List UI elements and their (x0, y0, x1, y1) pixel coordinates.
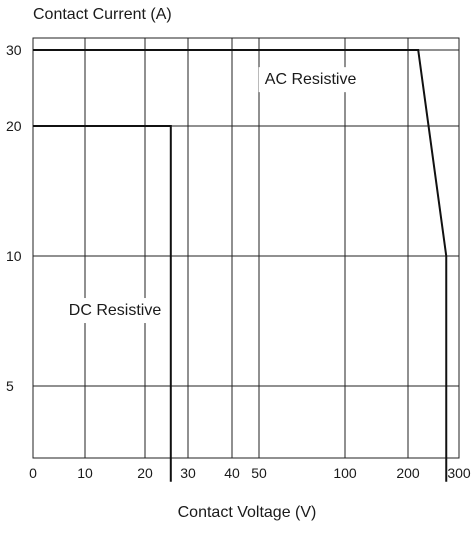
y-tick-label: 5 (6, 378, 14, 394)
x-tick-label: 0 (29, 465, 37, 481)
x-tick-label: 40 (224, 465, 240, 481)
grid (33, 38, 459, 458)
y-tick-label: 20 (6, 118, 22, 134)
series-line-dc-resistive (33, 125, 172, 482)
x-tick-label: 10 (77, 465, 93, 481)
y-tick-label: 30 (6, 42, 22, 58)
x-tick-label: 300 (447, 465, 471, 481)
annotation-background (62, 298, 168, 324)
tick-labels: 0 10 20 30 40 50 100 200 300 5 10 20 30 (6, 42, 471, 481)
annotation-ac-resistive: AC Resistive (258, 67, 363, 93)
x-tick-label: 100 (333, 465, 357, 481)
annotation-background (258, 67, 363, 93)
annotation-dc-resistive: DC Resistive (62, 298, 168, 324)
series-line-ac-resistive (33, 48, 448, 482)
series-layer (33, 48, 448, 482)
plot-frame (32, 37, 460, 459)
x-tick-label: 20 (137, 465, 153, 481)
x-axis-title: Contact Voltage (V) (178, 504, 317, 521)
annotation-layer: AC Resistive DC Resistive (62, 67, 363, 324)
y-axis-title: Contact Current (A) (33, 6, 172, 23)
x-tick-label: 30 (180, 465, 196, 481)
annotation-label: AC Resistive (265, 71, 357, 88)
x-tick-label: 200 (396, 465, 420, 481)
x-tick-label: 50 (251, 465, 267, 481)
annotation-label: DC Resistive (69, 302, 162, 319)
y-tick-label: 10 (6, 248, 22, 264)
